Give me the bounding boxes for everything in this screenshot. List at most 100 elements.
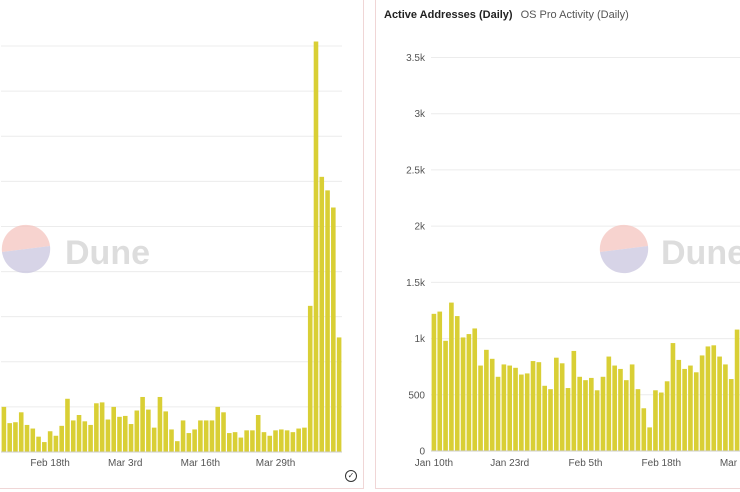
x-tick-label: Feb 18th (642, 458, 681, 469)
y-tick-label: 0 (419, 447, 425, 458)
bar (466, 334, 472, 451)
bar (507, 365, 513, 451)
dune-logo-icon (599, 224, 648, 252)
bar (53, 435, 59, 452)
y-tick-label: 3.5k (406, 53, 426, 64)
bar (296, 428, 301, 452)
bar (221, 412, 226, 452)
bar (24, 424, 30, 452)
bar (513, 367, 518, 451)
bar (198, 420, 203, 452)
bar (699, 355, 705, 451)
bar (88, 424, 93, 452)
bar (122, 415, 128, 452)
bar (76, 415, 82, 452)
bar (688, 365, 693, 451)
bar (554, 357, 559, 451)
bar (460, 337, 466, 451)
bar (140, 396, 145, 452)
x-tick-label: Mar 3rd (108, 458, 142, 469)
bar (273, 430, 278, 452)
bar (203, 420, 209, 452)
y-tick-label: 2.5k (406, 165, 426, 176)
tab-active-addresses-daily[interactable]: Active Addresses (Daily) (384, 9, 513, 21)
bar (519, 374, 524, 451)
bar (244, 430, 249, 452)
dune-watermark-text: Dune (661, 234, 740, 272)
x-tick-label: Feb 5th (569, 458, 603, 469)
bar (449, 302, 454, 451)
bar (670, 343, 676, 451)
y-tick-label: 500 (408, 390, 425, 401)
dune-logo-icon (1, 224, 51, 252)
bar (18, 412, 24, 452)
bar (146, 409, 151, 452)
y-tick-label: 3k (414, 109, 426, 120)
bar (524, 373, 530, 451)
left-chart-panel: Dune Feb 18th Mar 3rd Mar 16th Mar 29th ✓ (0, 0, 364, 489)
bar (589, 377, 594, 451)
bar (134, 410, 140, 452)
bar (577, 376, 582, 451)
check-circle-icon[interactable]: ✓ (345, 470, 357, 482)
bar (13, 422, 18, 452)
bar (594, 390, 600, 451)
bar (629, 364, 635, 451)
bar (682, 368, 687, 451)
bar (658, 392, 664, 451)
bar (1, 406, 7, 452)
bar (82, 421, 88, 452)
y-tick-label: 2k (414, 222, 426, 233)
bar (606, 356, 612, 451)
bar (174, 441, 180, 452)
bar (313, 41, 319, 453)
bar (36, 436, 41, 452)
dune-logo-icon-lower (2, 246, 51, 274)
tab-os-pro-activity-daily[interactable]: OS Pro Activity (Daily) (520, 9, 629, 21)
bar (705, 346, 711, 451)
bar (723, 364, 728, 451)
bar (711, 345, 717, 451)
bar (536, 362, 542, 451)
bar (478, 365, 483, 451)
x-tick-label: Mar 29th (256, 458, 295, 469)
bar (530, 361, 536, 451)
bar (336, 337, 342, 452)
x-tick-label: Jan 23rd (490, 458, 529, 469)
bar (542, 385, 547, 451)
bar (250, 430, 255, 452)
bar (47, 431, 53, 452)
y-tick-label: 1k (414, 334, 426, 345)
bar (565, 388, 571, 451)
x-tick-label: Feb 18th (30, 458, 69, 469)
bar (290, 432, 296, 452)
bar (151, 427, 157, 452)
bar (618, 368, 623, 451)
bar (734, 329, 740, 451)
bar (647, 427, 652, 451)
bar (454, 316, 460, 451)
bar (571, 350, 577, 451)
bar (489, 358, 495, 451)
bar (279, 429, 284, 452)
chart-tabs: Active Addresses (Daily) OS Pro Activity… (384, 9, 629, 21)
bar (653, 390, 658, 451)
bar (664, 381, 670, 451)
x-tick-label: Mar 16th (181, 458, 220, 469)
bar (623, 380, 629, 451)
bar (105, 419, 111, 452)
bar (717, 356, 722, 451)
bar (307, 305, 313, 452)
right-bar-chart: 0 500 1k 1.5k 2k 2.5k 3k 3.5k Dune Jan 10th Jan 23… (406, 53, 740, 469)
dune-watermark: Dune (1, 224, 150, 274)
bar (284, 430, 290, 452)
bar (676, 359, 682, 451)
bar (117, 416, 122, 452)
bar (255, 415, 261, 452)
bar (612, 365, 617, 451)
bar (157, 396, 163, 452)
bar (186, 433, 192, 452)
bar (693, 372, 699, 451)
bar (319, 176, 325, 452)
bar (42, 442, 47, 452)
